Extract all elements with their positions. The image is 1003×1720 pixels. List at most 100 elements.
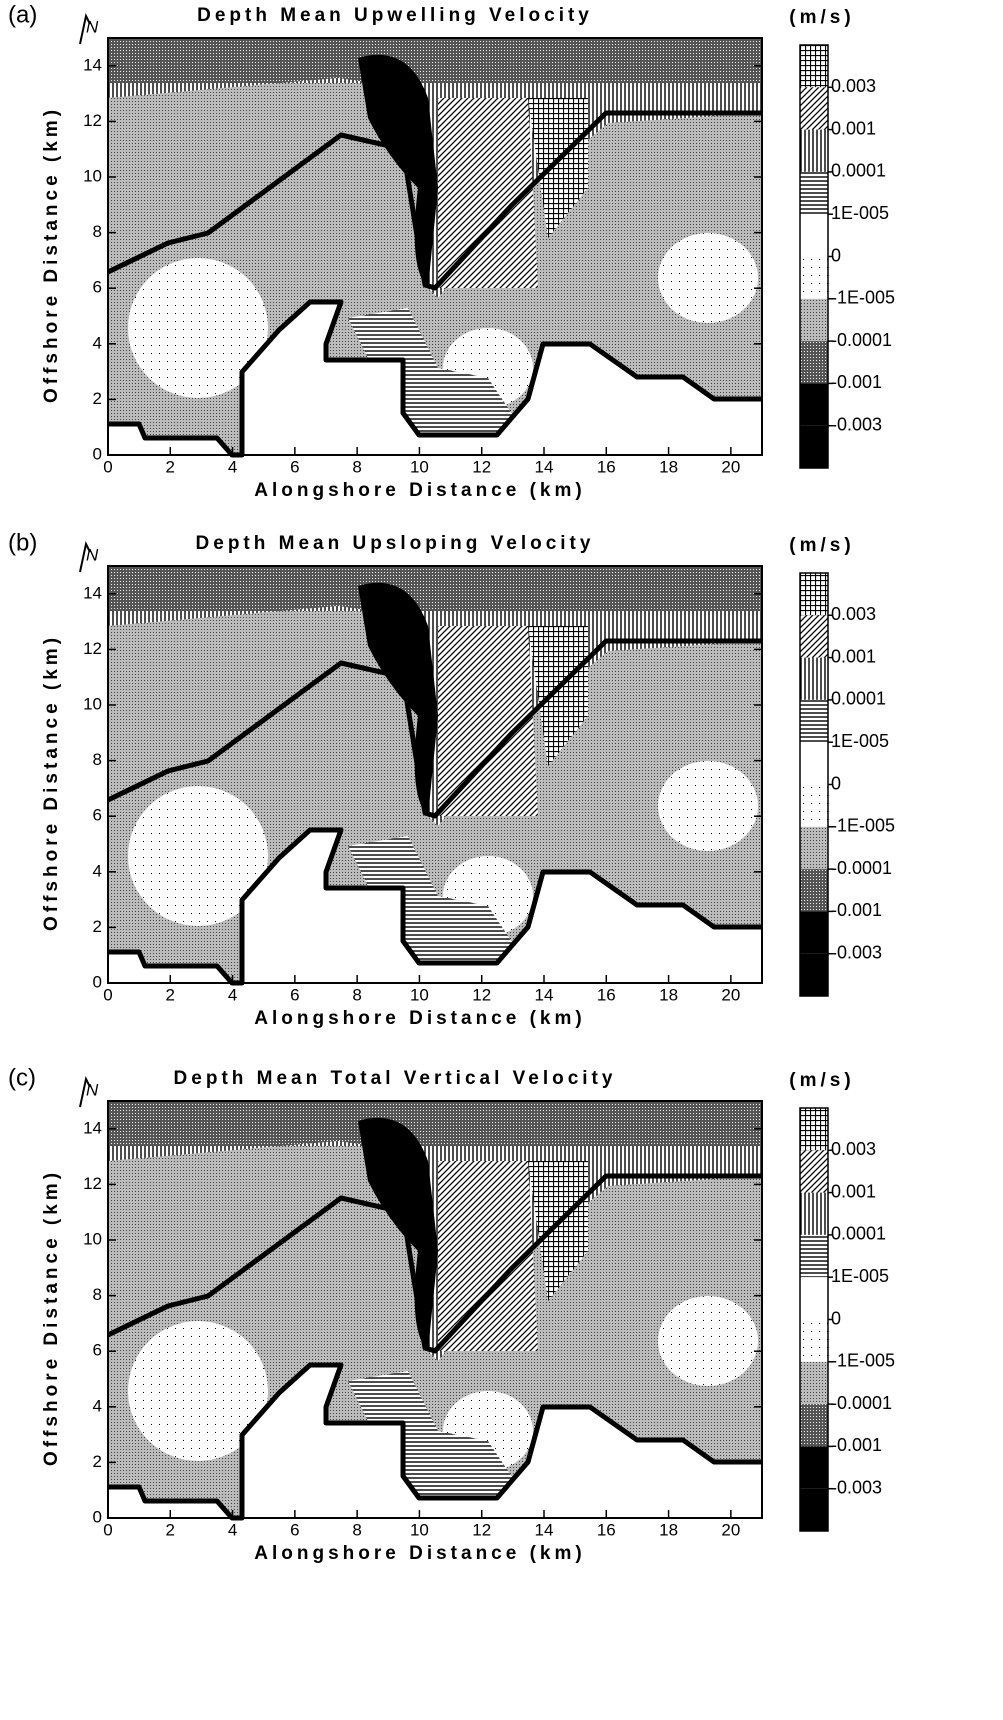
colorbar-label: 0.0001 xyxy=(831,689,886,709)
plot-frame xyxy=(107,565,763,984)
y-tick-label: 8 xyxy=(93,1285,102,1304)
x-tick-label: 0 xyxy=(103,985,112,1004)
x-tick-label: 10 xyxy=(410,1520,429,1539)
x-tick-label: 6 xyxy=(290,1520,299,1539)
colorbar-label: 0 xyxy=(831,773,841,793)
north-arrow xyxy=(79,13,91,45)
colorbar-segment xyxy=(800,1108,828,1151)
x-tick-label: 12 xyxy=(472,1520,491,1539)
colorbar-segment xyxy=(800,699,828,743)
colorbar-label: -0.0001 xyxy=(831,330,892,350)
colorbar-label: -1E-005 xyxy=(831,816,895,836)
y-tick-label: 12 xyxy=(83,639,102,658)
x-tick-label: 10 xyxy=(410,457,429,476)
contour-field xyxy=(108,1101,762,1518)
plot-frame xyxy=(107,37,763,456)
colorbar-segment xyxy=(800,573,828,616)
y-tick-label: 2 xyxy=(93,917,102,936)
colorbar-segment xyxy=(800,256,828,299)
chart-title: Depth Mean Total Vertical Velocity xyxy=(174,1068,617,1089)
contour-field xyxy=(108,38,762,455)
x-tick-label: 20 xyxy=(721,985,740,1004)
x-tick-label: 12 xyxy=(472,457,491,476)
x-tick-label: 14 xyxy=(535,1520,554,1539)
colorbar-label: -0.001 xyxy=(831,1435,882,1455)
x-tick-label: 6 xyxy=(290,985,299,1004)
y-tick-label: 8 xyxy=(93,750,102,769)
colorbar-label: 0.001 xyxy=(831,118,876,138)
colorbar-segment xyxy=(800,869,828,912)
x-tick-label: 20 xyxy=(721,1520,740,1539)
y-tick-label: 4 xyxy=(93,1396,102,1415)
y-tick-label: 2 xyxy=(93,389,102,408)
colorbar-segment xyxy=(800,742,828,785)
y-tick-label: 10 xyxy=(83,1229,102,1248)
y-tick-label: 14 xyxy=(83,583,102,602)
colorbar-label: 0 xyxy=(831,1308,841,1328)
north-arrow xyxy=(79,1076,91,1108)
x-tick-label: 20 xyxy=(721,457,740,476)
x-tick-label: 8 xyxy=(352,1520,361,1539)
colorbar-segment xyxy=(800,1488,828,1531)
north-label: N xyxy=(86,17,99,36)
colorbar-segment xyxy=(800,1319,828,1362)
x-axis-label: Alongshore Distance (km) xyxy=(254,1008,585,1029)
x-tick-label: 14 xyxy=(535,985,554,1004)
colorbar-label: 1E-005 xyxy=(831,731,889,751)
colorbar-segment xyxy=(800,1361,828,1405)
y-tick-label: 14 xyxy=(83,55,102,74)
colorbar-label: -0.003 xyxy=(831,414,882,434)
x-tick-label: 8 xyxy=(352,457,361,476)
colorbar-segment xyxy=(800,129,828,172)
colorbar-segment xyxy=(800,784,828,827)
x-tick-label: 18 xyxy=(659,457,678,476)
x-tick-label: 2 xyxy=(166,985,175,1004)
y-tick-label: 10 xyxy=(83,694,102,713)
colorbar-segment xyxy=(800,383,828,426)
x-tick-label: 16 xyxy=(597,1520,616,1539)
x-tick-label: 6 xyxy=(290,457,299,476)
x-tick-label: 16 xyxy=(597,457,616,476)
colorbar-label: 0 xyxy=(831,245,841,265)
y-tick-label: 6 xyxy=(93,1341,102,1360)
x-tick-label: 18 xyxy=(659,1520,678,1539)
y-tick-label: 4 xyxy=(93,861,102,880)
colorbar-segment xyxy=(800,1192,828,1235)
colorbar-label: -1E-005 xyxy=(831,288,895,308)
legend-title: (m/s) xyxy=(789,535,854,556)
y-tick-label: 0 xyxy=(93,972,102,991)
x-tick-label: 12 xyxy=(472,985,491,1004)
colorbar-segment xyxy=(800,1404,828,1447)
y-tick-label: 12 xyxy=(83,111,102,130)
colorbar-label: 0.003 xyxy=(831,604,876,624)
x-tick-label: 18 xyxy=(659,985,678,1004)
x-tick-label: 2 xyxy=(166,457,175,476)
colorbar-segment xyxy=(800,45,828,88)
colorbar-label: -0.0001 xyxy=(831,858,892,878)
colorbar-label: 0.001 xyxy=(831,646,876,666)
x-tick-label: 4 xyxy=(228,457,237,476)
chart-title: Depth Mean Upwelling Velocity xyxy=(197,5,593,26)
colorbar-segment xyxy=(800,953,828,996)
y-axis-label: Offshore Distance (km) xyxy=(41,1169,62,1466)
x-tick-label: 4 xyxy=(228,1520,237,1539)
y-tick-label: 12 xyxy=(83,1174,102,1193)
colorbar-label: 0.003 xyxy=(831,1139,876,1159)
colorbar-segment xyxy=(800,341,828,384)
north-arrow xyxy=(79,541,91,573)
colorbar-label: 1E-005 xyxy=(831,203,889,223)
colorbar-label: 1E-005 xyxy=(831,1266,889,1286)
panel-label: (a) xyxy=(8,1,37,28)
panel-label: (b) xyxy=(8,529,37,556)
colorbar-segment xyxy=(800,1234,828,1278)
north-label: N xyxy=(86,545,99,564)
y-tick-label: 0 xyxy=(93,444,102,463)
colorbar-segment xyxy=(800,1277,828,1320)
colorbar-label: 0.0001 xyxy=(831,161,886,181)
colorbar-label: 0.001 xyxy=(831,1181,876,1201)
x-tick-label: 0 xyxy=(103,1520,112,1539)
x-tick-label: 10 xyxy=(410,985,429,1004)
colorbar-segment xyxy=(800,171,828,215)
x-axis-label: Alongshore Distance (km) xyxy=(254,480,585,501)
